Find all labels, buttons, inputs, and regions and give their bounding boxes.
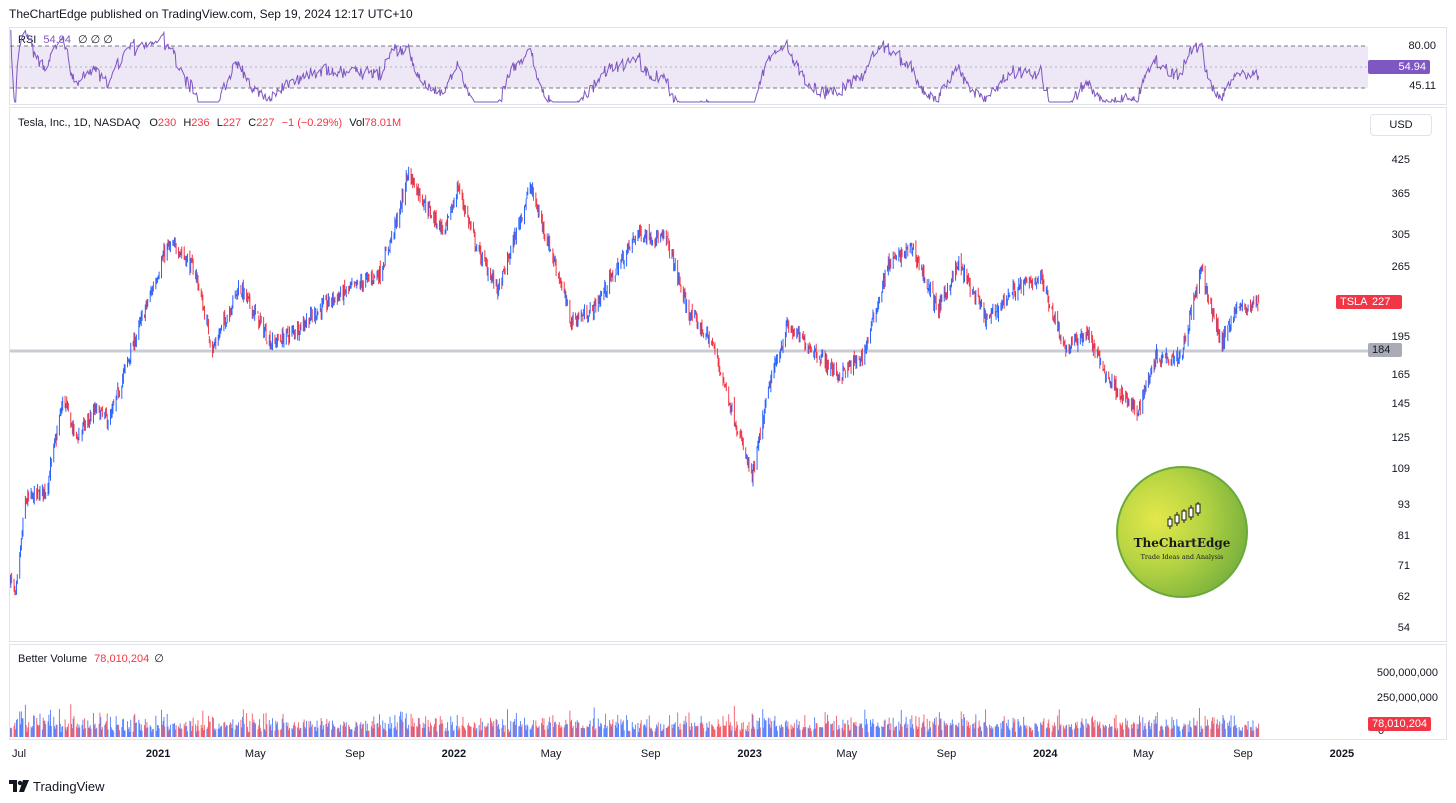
time-tick: May — [244, 748, 266, 760]
ohlc-high: H236 — [183, 117, 210, 129]
rsi-tick-80: 80.00 — [1408, 40, 1436, 52]
rsi-settings-icons[interactable]: ∅ ∅ ∅ — [78, 34, 113, 46]
volume-indicator-label: Better Volume — [18, 653, 88, 665]
rsi-pane[interactable]: RSI 54.94 ∅ ∅ ∅ 80.00 45.11 54.94 — [9, 27, 1447, 105]
volume-pane[interactable]: Better Volume 78,010,204 ∅ 500,000,000 2… — [9, 644, 1447, 740]
ohlc-change: −1 (−0.29%) — [281, 117, 343, 129]
volume-settings-icon[interactable]: ∅ — [154, 653, 164, 665]
tradingview-footer[interactable]: TradingView — [9, 777, 105, 795]
vol-tick-500m: 500,000,000 — [1376, 667, 1438, 679]
price-tick: 305 — [1391, 229, 1410, 242]
ohlc-low: L227 — [216, 117, 242, 129]
last-price-badge: 227 — [1368, 295, 1402, 310]
price-plot — [10, 166, 1368, 596]
symbol-line: Tesla, Inc., 1D, NASDAQ — [18, 117, 141, 129]
ohlc-close: C227 — [248, 117, 275, 129]
price-pane[interactable]: Tesla, Inc., 1D, NASDAQ O230 H236 L227 C… — [9, 107, 1447, 642]
price-tick: 425 — [1391, 153, 1410, 166]
volume-legend: Vol78.01M — [349, 117, 402, 129]
price-tick: 71 — [1397, 560, 1410, 573]
volume-value-badge: 78,010,204 — [1368, 717, 1432, 731]
tradingview-logo-icon — [9, 780, 29, 792]
price-tick: 93 — [1397, 498, 1410, 511]
price-tick: 195 — [1391, 330, 1410, 343]
ohlc-open: O230 — [149, 117, 177, 129]
price-tick: 365 — [1391, 188, 1410, 201]
time-tick: May — [1132, 748, 1154, 760]
price-tick: 62 — [1397, 591, 1410, 604]
price-tick: 125 — [1391, 431, 1410, 444]
thechartedge-logo: TheChartEdge Trade Ideas and Analysis — [1116, 466, 1248, 598]
time-tick: 2023 — [737, 748, 762, 760]
rsi-line — [10, 29, 1260, 104]
time-tick: May — [540, 748, 562, 760]
ticker-badge: TSLA — [1336, 295, 1372, 310]
time-tick: Sep — [345, 748, 365, 760]
time-tick: 2025 — [1329, 748, 1355, 760]
time-tick: Jul — [11, 748, 27, 760]
price-tick: 145 — [1391, 398, 1410, 411]
vol-tick-250m: 250,000,000 — [1376, 692, 1438, 704]
rsi-value-badge: 54.94 — [1368, 60, 1430, 74]
hline-price-badge: 184 — [1368, 342, 1402, 357]
volume-indicator-value: 78,010,204 — [94, 653, 150, 665]
vol-tick-0: 0 — [1378, 725, 1385, 737]
price-tick: 165 — [1391, 368, 1410, 381]
volume-indicator-legend: Better Volume 78,010,204 ∅ — [18, 652, 164, 665]
currency-button[interactable]: USD — [1370, 114, 1432, 136]
price-tick: 265 — [1391, 261, 1410, 274]
rsi-plot — [10, 29, 1368, 104]
time-tick: May — [836, 748, 858, 760]
price-tick: 81 — [1397, 530, 1410, 543]
price-tick: 54 — [1397, 622, 1410, 635]
time-axis[interactable]: Jul 2021 May Sep 2022 May Sep 2023 May Sep 2024 May… — [9, 742, 1447, 764]
time-tick: 2022 — [441, 748, 467, 760]
symbol-legend: Tesla, Inc., 1D, NASDAQ O230 H236 L227 C… — [18, 117, 401, 129]
time-tick: 2024 — [1033, 748, 1058, 760]
time-tick: 2021 — [145, 748, 171, 760]
time-tick: Sep — [936, 748, 957, 760]
time-tick: Sep — [1233, 748, 1253, 760]
rsi-tick-45: 45.11 — [1409, 80, 1436, 92]
time-tick: Sep — [640, 748, 661, 760]
volume-plot — [10, 704, 1260, 737]
tradingview-brand: TradingView — [33, 778, 105, 794]
logo-name: TheChartEdge — [1133, 536, 1231, 550]
logo-tagline: Trade Ideas and Analysis — [1140, 553, 1224, 561]
candles-icon — [1167, 502, 1201, 529]
price-tick: 109 — [1391, 462, 1410, 475]
publisher-line: TheChartEdge published on TradingView.co… — [9, 7, 413, 21]
